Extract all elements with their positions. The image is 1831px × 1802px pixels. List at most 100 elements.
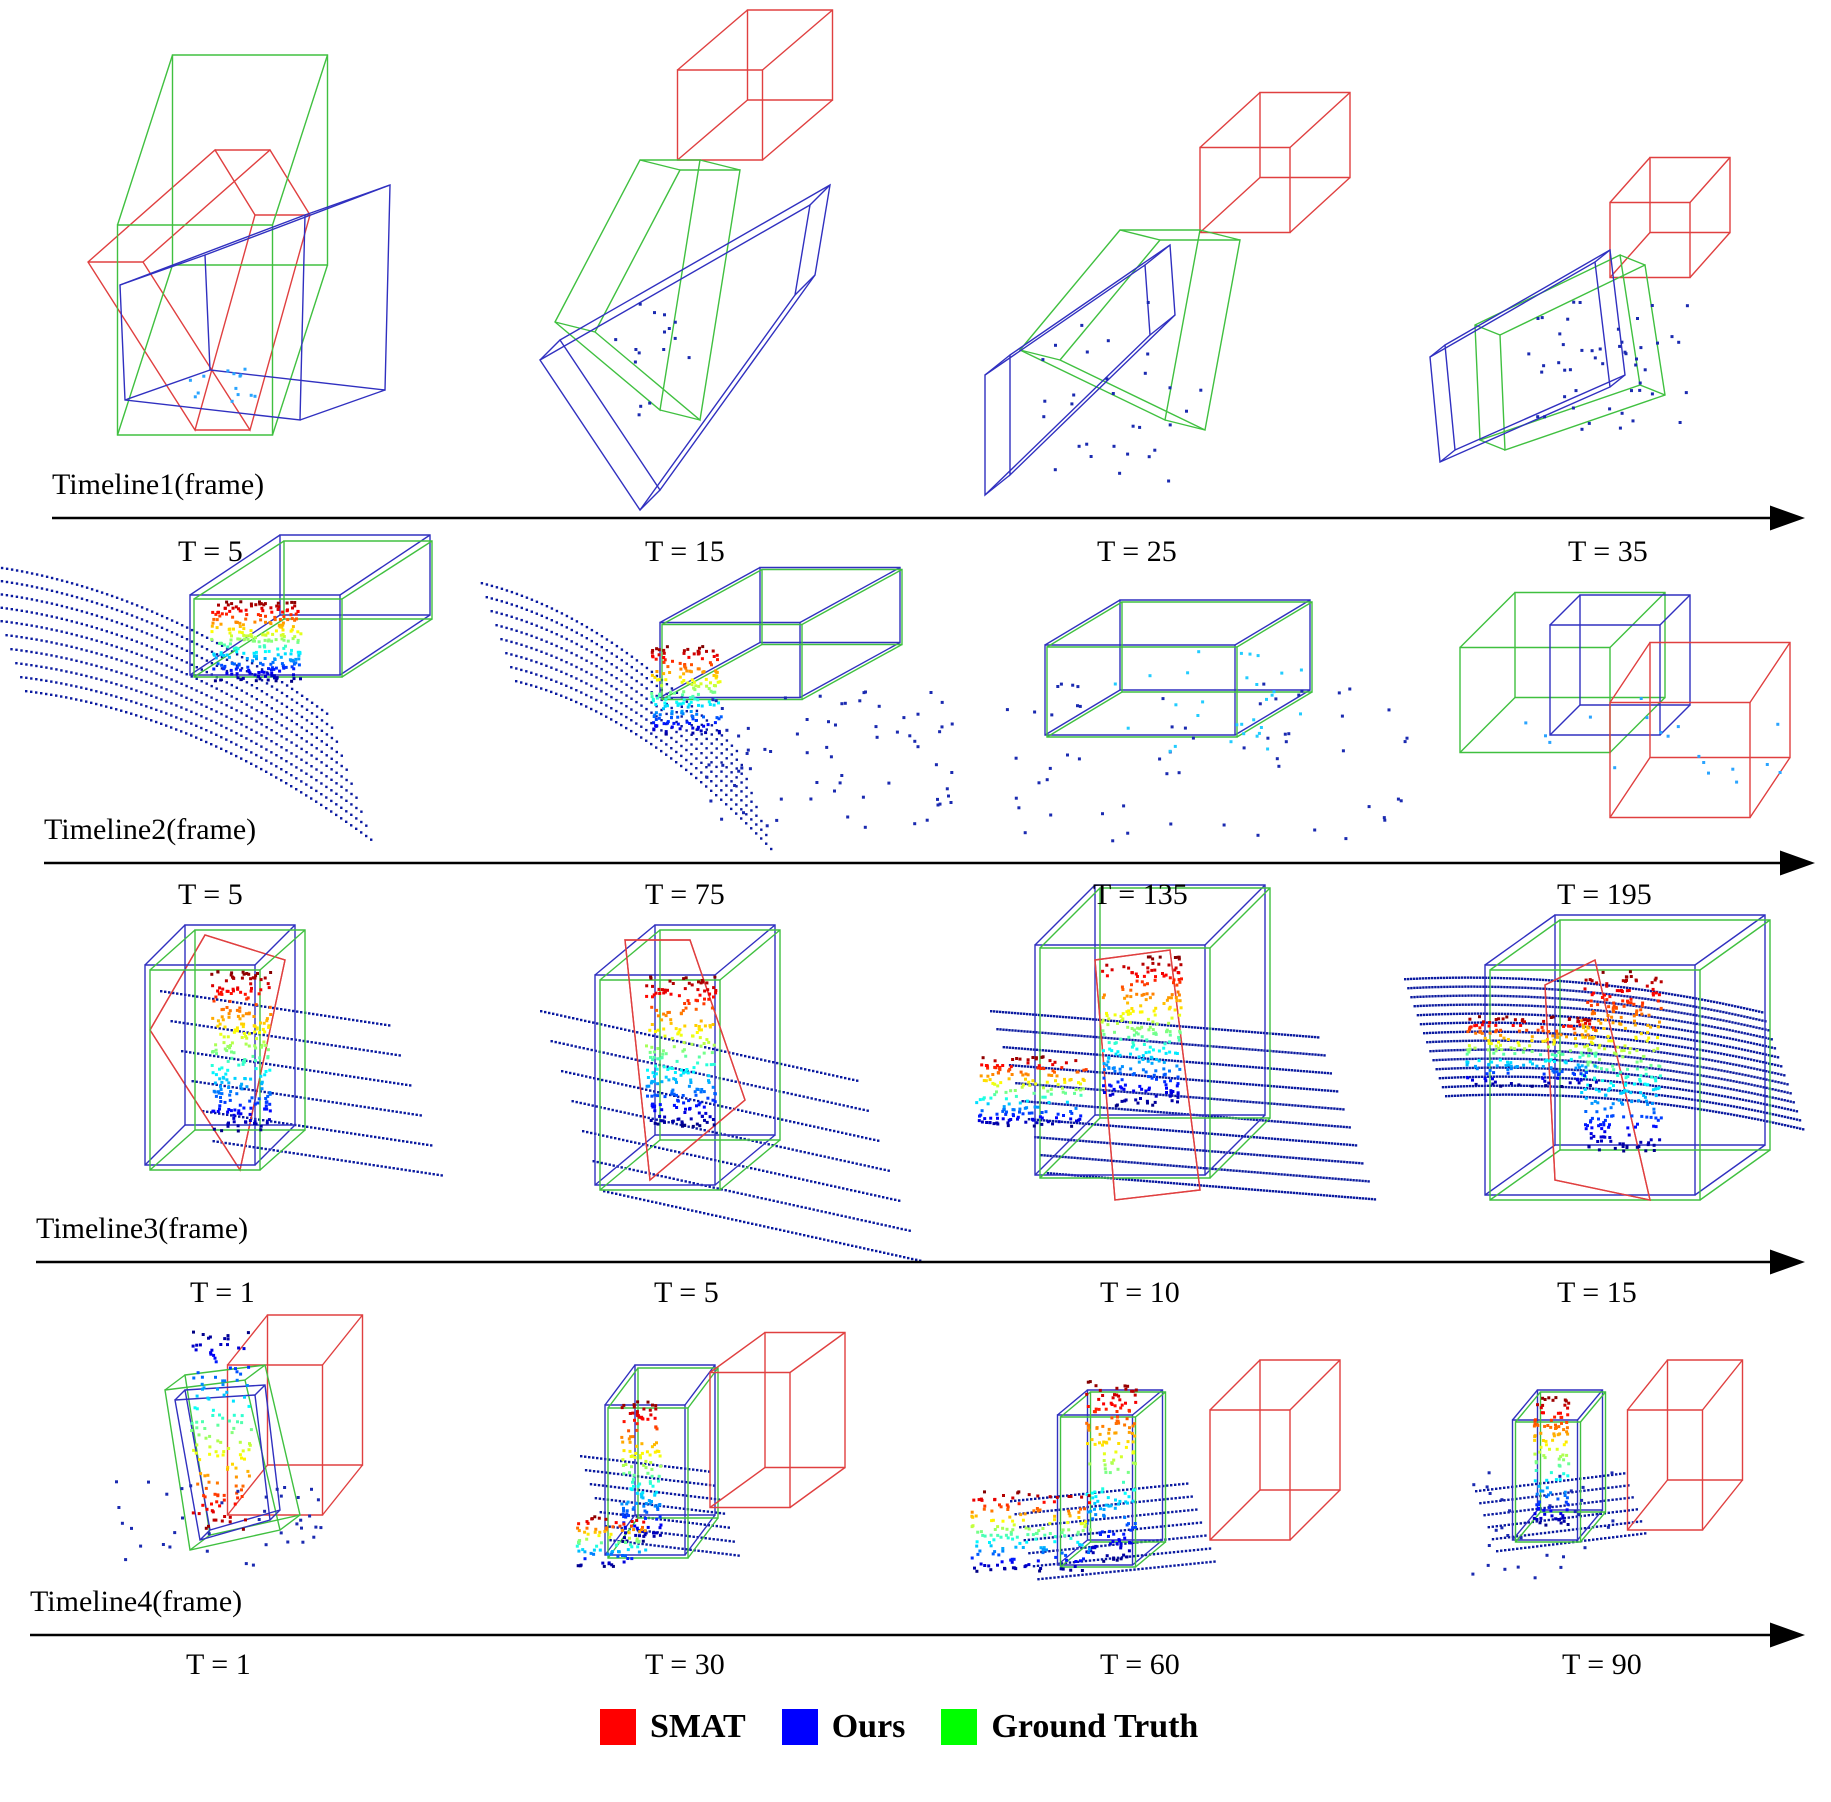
ours-box: [1044, 599, 1311, 736]
ours-box: [659, 566, 901, 699]
ours-box: [1484, 914, 1766, 1196]
legend-label-ground-truth: Ground Truth: [991, 1708, 1199, 1745]
ours-box: [1429, 248, 1626, 464]
panel-r3-c3: [975, 884, 1377, 1201]
panel-r3-c2: [540, 924, 922, 1262]
legend: SMAT Ours Ground Truth: [600, 1705, 1234, 1749]
ground-truth-swatch: [941, 1709, 978, 1745]
sparse-points: [1005, 682, 1409, 843]
frame-label-r4-c2: T = 30: [645, 1648, 725, 1681]
ground-scan-lines: [540, 1010, 922, 1262]
frame-label-r3-c2: T = 5: [654, 1276, 719, 1309]
gt-box: [607, 1367, 719, 1559]
frame-label-r2-c1: T = 5: [178, 878, 243, 911]
panel-r2-c4: [1459, 591, 1791, 819]
gt-box: [1514, 1391, 1607, 1543]
smat-box: [709, 1331, 846, 1509]
panel-r2-c2: [480, 566, 954, 851]
panel-r3-c4: [1404, 914, 1805, 1201]
object-points: [1532, 1396, 1571, 1527]
legend-label-smat: SMAT: [650, 1708, 746, 1745]
panel-r4-c1: [115, 1314, 364, 1567]
object-points: [210, 970, 273, 1133]
sparse-points: [614, 302, 691, 417]
frame-label-r2-c4: T = 195: [1557, 878, 1652, 911]
smat-box: [149, 934, 286, 1172]
side-object-points: [975, 1055, 1088, 1128]
smat-box: [1626, 1359, 1744, 1531]
smat-swatch: [600, 1709, 636, 1745]
sparse-points: [188, 367, 257, 403]
gt-box: [149, 929, 306, 1171]
ground-scan-lines: [0, 566, 373, 841]
panel-r3-c1: [144, 924, 443, 1177]
gt-box: [1459, 591, 1666, 754]
object-points: [620, 1400, 663, 1543]
gt-box: [599, 929, 781, 1191]
gt-box: [116, 54, 329, 436]
panel-r1-c4: [1429, 156, 1731, 464]
panel-r4-c2: [575, 1331, 846, 1568]
smat-box: [676, 9, 834, 161]
frame-label-r4-c3: T = 60: [1100, 1648, 1180, 1681]
frame-label-r3-c4: T = 15: [1557, 1276, 1637, 1309]
object-points: [210, 600, 303, 683]
ground-scan-lines: [1010, 1482, 1216, 1581]
smat-box: [1199, 91, 1351, 234]
ours-box: [174, 1384, 281, 1541]
sparse-points: [1471, 1471, 1615, 1580]
frame-label-r1-c3: T = 25: [1097, 535, 1177, 568]
sparse-points: [1524, 697, 1782, 784]
timeline-4-label: Timeline4(frame): [30, 1585, 243, 1618]
ours-box: [1549, 594, 1691, 736]
panel-r1-c2: [539, 9, 834, 512]
panel-r4-c4: [1471, 1359, 1744, 1580]
frame-label-r1-c2: T = 15: [645, 535, 725, 568]
frame-label-r4-c1: T = 1: [186, 1648, 251, 1681]
object-points: [1100, 955, 1183, 1108]
frame-label-r1-c4: T = 35: [1568, 535, 1648, 568]
ours-box: [1034, 884, 1266, 1176]
panel-r1-c1: [87, 54, 391, 436]
point-cloud-panels: [0, 9, 1805, 1581]
ours-box: [604, 1364, 716, 1556]
frame-label-r3-c3: T = 10: [1100, 1276, 1180, 1309]
object-points: [190, 1330, 253, 1531]
frame-label-r2-c2: T = 75: [645, 878, 725, 911]
ours-swatch: [781, 1709, 818, 1745]
frame-label-r1-c1: T = 5: [178, 535, 243, 568]
gt-box: [554, 159, 741, 422]
ours-box: [144, 924, 296, 1166]
timeline-2-label: Timeline2(frame): [44, 813, 257, 846]
ours-box: [119, 183, 391, 421]
panel-r4-c3: [970, 1359, 1341, 1581]
side-object-points: [575, 1515, 648, 1568]
object-points: [645, 975, 718, 1128]
object-points: [1085, 1380, 1138, 1563]
legend-item-smat: SMAT: [600, 1708, 746, 1746]
sparse-points: [1527, 300, 1689, 431]
smat-box: [624, 939, 746, 1182]
timeline-3-label: Timeline3(frame): [36, 1212, 249, 1245]
ours-box: [984, 243, 1176, 497]
smat-box: [1094, 949, 1201, 1201]
gt-box: [1489, 919, 1771, 1201]
legend-item-ours: Ours: [781, 1708, 905, 1746]
smat-box: [1609, 156, 1731, 279]
timeline-1-label: Timeline1(frame): [52, 468, 265, 501]
gt-box: [1046, 601, 1313, 738]
ground-scan-lines: [990, 1010, 1377, 1201]
frame-label-r3-c1: T = 1: [190, 1276, 255, 1309]
side-object-points: [1465, 1015, 1598, 1088]
ours-box: [594, 924, 776, 1186]
color-points: [1113, 650, 1303, 753]
ground-scan-lines: [580, 1455, 740, 1557]
ours-box: [1056, 1389, 1164, 1566]
frame-label-r2-c3: T = 135: [1093, 878, 1188, 911]
legend-item-ground-truth: Ground Truth: [941, 1708, 1198, 1746]
sparse-points: [1041, 301, 1203, 483]
gt-box: [1039, 887, 1271, 1179]
sparse-points: [115, 1480, 323, 1567]
smat-box: [226, 1314, 364, 1516]
